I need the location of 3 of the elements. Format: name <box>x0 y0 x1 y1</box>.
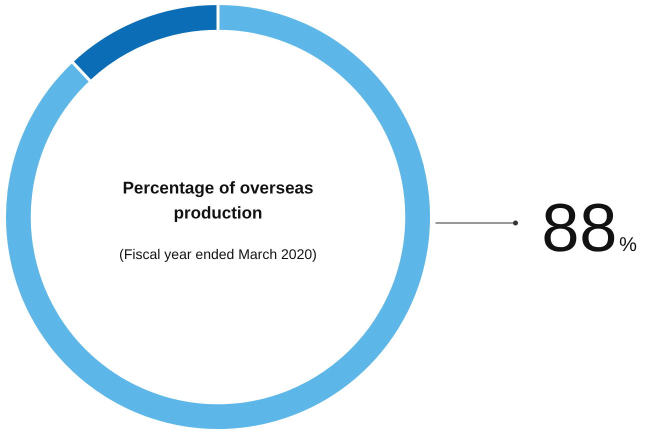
data-label: 88% <box>542 190 638 266</box>
text: (Fiscal year ended March 2020) <box>119 246 317 262</box>
text: Percentage of overseas production <box>122 178 314 223</box>
